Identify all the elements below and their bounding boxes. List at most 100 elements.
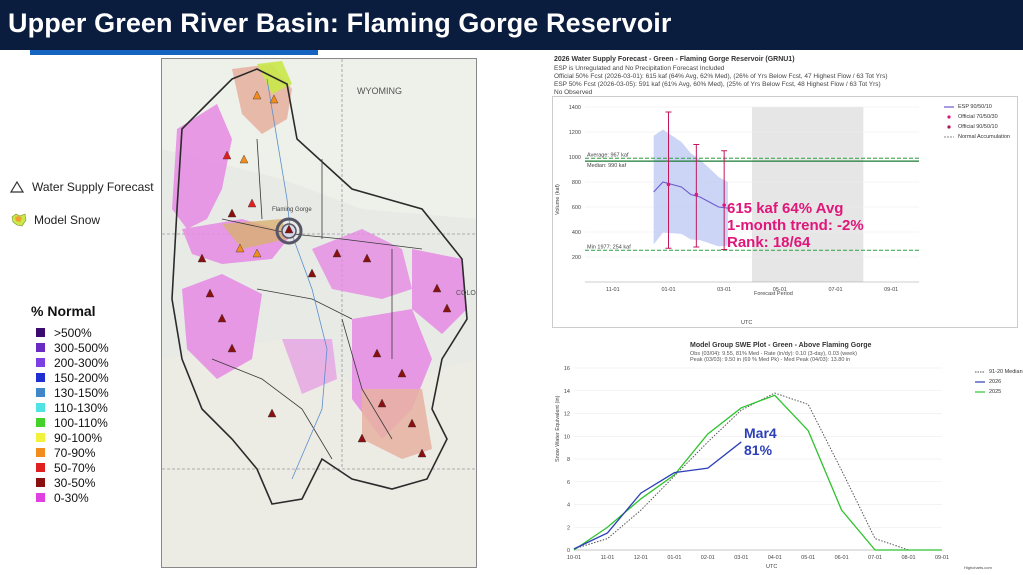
legend-official-90-label: Official 90/50/10	[958, 124, 998, 130]
swe-xtick: 03-01	[734, 555, 748, 561]
legend-median-label: 91-20 Median	[989, 369, 1023, 375]
swe-xtick: 07-01	[868, 555, 882, 561]
official-point	[694, 192, 699, 197]
swe-xtick: 01-01	[667, 555, 681, 561]
swe-ytick: 12	[564, 412, 570, 418]
percent-legend-row: 150-200%	[36, 370, 109, 385]
forecast-legend: ESP 90/50/10 Official 70/50/30 Official …	[944, 102, 1010, 142]
legend-official-70-label: Official 70/50/30	[958, 114, 998, 120]
percent-swatch	[36, 328, 45, 337]
basin-map[interactable]: WYOMING Flaming Gorge COLO	[161, 58, 477, 568]
swe-series-2025	[573, 394, 942, 551]
percent-normal-title: % Normal	[31, 303, 96, 319]
swe-xtick: 12-01	[634, 555, 648, 561]
swe-xtick: 10-01	[567, 555, 581, 561]
forecast-ytick: 1000	[569, 155, 581, 161]
swe-ytick: 10	[564, 434, 570, 440]
legend-esp-label: ESP 90/50/10	[958, 104, 992, 110]
forecast-ytick: 800	[572, 180, 581, 186]
legend-median[interactable]: 91-20 Median	[975, 367, 1023, 377]
swe-xtick: 09-01	[935, 555, 949, 561]
swe-ytick: 2	[567, 525, 570, 531]
swe-xtick: 04-01	[768, 555, 782, 561]
swe-callout-line2: 81%	[744, 442, 773, 458]
swe-ytick: 16	[564, 366, 570, 372]
swe-series-91-20-median	[573, 392, 942, 551]
percent-label: 200-300%	[54, 355, 109, 370]
esp-band	[653, 129, 728, 247]
forecast-chart-svg: Volume (kaf) UTC Forecast Period 200 400 60…	[555, 105, 919, 326]
swe-xtick: 11-01	[601, 555, 615, 561]
legend-2026[interactable]: 2026	[975, 377, 1023, 387]
forecast-callout-line3: Rank: 18/64	[727, 234, 811, 251]
percent-legend-row: >500%	[36, 325, 109, 340]
percent-swatch	[36, 493, 45, 502]
legend-2025[interactable]: 2025	[975, 387, 1023, 397]
map-label-flaming-gorge: Flaming Gorge	[272, 207, 312, 213]
forecast-xtick: 09-01	[884, 287, 898, 293]
swe-ytick: 4	[567, 503, 570, 509]
legend-model-snow: Model Snow	[10, 212, 100, 228]
forecast-xlabel: UTC	[741, 320, 752, 326]
forecast-chart-title: 2026 Water Supply Forecast - Green - Fla…	[554, 56, 795, 63]
title-underline	[30, 50, 318, 55]
map-svg: WYOMING Flaming Gorge COLO	[162, 59, 476, 567]
percent-label: 130-150%	[54, 385, 109, 400]
forecast-ytick: 600	[572, 205, 581, 211]
legend-official-70[interactable]: Official 70/50/30	[944, 112, 1010, 122]
percent-swatch	[36, 403, 45, 412]
legend-2026-label: 2026	[989, 379, 1002, 385]
swe-callout: Mar4 81%	[744, 425, 777, 459]
forecast-period-label: Forecast Period	[754, 291, 793, 297]
swe-legend: 91-20 Median 2026 2025	[975, 367, 1023, 397]
percent-label: 0-30%	[54, 490, 89, 505]
official-point	[722, 203, 726, 207]
swe-callout-line1: Mar4	[744, 425, 777, 441]
page-title: Upper Green River Basin: Flaming Gorge R…	[8, 8, 672, 38]
forecast-subtitle-1: ESP is Unregulated and No Precipitation …	[554, 65, 725, 72]
swe-chart[interactable]: Snow Water Equivalent (in) UTC Highchart…	[552, 362, 1018, 572]
forecast-ylabel: Volume (kaf)	[555, 184, 561, 215]
swe-chart-svg: Snow Water Equivalent (in) UTC Highchart…	[555, 366, 992, 570]
percent-swatch	[36, 388, 45, 397]
percent-swatch	[36, 343, 45, 352]
percent-label: 300-500%	[54, 340, 109, 355]
percent-legend-row: 130-150%	[36, 385, 109, 400]
swe-xtick: 05-01	[801, 555, 815, 561]
percent-legend-row: 50-70%	[36, 460, 109, 475]
percent-legend-row: 0-30%	[36, 490, 109, 505]
percent-legend-row: 110-130%	[36, 400, 109, 415]
swe-ytick: 0	[567, 548, 570, 554]
legend-normal-accum-label: Normal Accumulation	[958, 134, 1010, 140]
forecast-ytick: 1400	[569, 105, 581, 111]
swe-ytick: 8	[567, 457, 570, 463]
forecast-xtick: 11-01	[606, 287, 620, 293]
percent-normal-list: >500% 300-500% 200-300% 150-200% 130-150% 110…	[36, 325, 109, 505]
percent-swatch	[36, 433, 45, 442]
esp-median-line	[653, 181, 728, 209]
legend-2025-label: 2025	[989, 389, 1002, 395]
percent-swatch	[36, 463, 45, 472]
forecast-subtitle-3: ESP 50% Fcst (2026-03-05): 591 kaf (61% …	[554, 81, 881, 88]
percent-legend-row: 90-100%	[36, 430, 109, 445]
legend-normal-accum[interactable]: Normal Accumulation	[944, 132, 1010, 142]
map-label-colo: COLO	[456, 290, 476, 297]
percent-swatch	[36, 373, 45, 382]
forecast-subtitle-4: No Observed	[554, 89, 593, 96]
legend-snow-label: Model Snow	[34, 213, 101, 227]
swe-subtitle-2: Peak (03/03): 9.50 in (69 % Med Pk) - Me…	[690, 357, 851, 363]
median-label: Median: 990 kaf	[587, 163, 627, 169]
map-label-wyoming: WYOMING	[357, 86, 402, 96]
forecast-callout: 615 kaf 64% Avg 1-month trend: -2% Rank:…	[727, 200, 864, 251]
average-label: Average: 967 kaf	[587, 152, 629, 158]
forecast-callout-line1: 615 kaf 64% Avg	[727, 200, 844, 217]
forecast-xtick: 05-01	[773, 287, 787, 293]
percent-legend-row: 70-90%	[36, 445, 109, 460]
legend-esp[interactable]: ESP 90/50/10	[944, 102, 1010, 112]
legend-official-90[interactable]: Official 90/50/10	[944, 122, 1010, 132]
swe-ytick: 6	[567, 480, 570, 486]
forecast-ytick: 200	[572, 255, 581, 261]
forecast-chart[interactable]: Volume (kaf) UTC Forecast Period 200 400 60…	[552, 96, 1018, 328]
min-label: Min 1977: 254 kaf	[587, 244, 631, 250]
percent-label: >500%	[54, 325, 92, 340]
